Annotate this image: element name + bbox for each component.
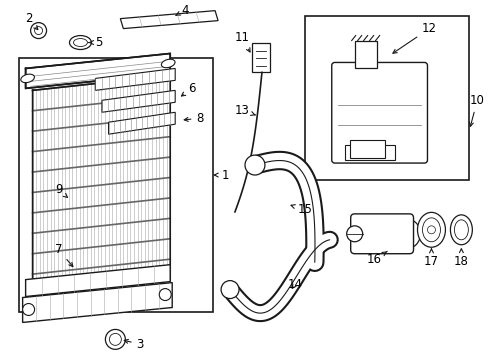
Text: 18: 18 (453, 249, 468, 268)
Ellipse shape (422, 218, 440, 242)
Bar (304, 15, 468, 180)
Text: 13: 13 (234, 104, 255, 117)
Polygon shape (25, 54, 170, 88)
Ellipse shape (21, 74, 34, 83)
Polygon shape (22, 283, 172, 323)
Circle shape (159, 289, 171, 301)
Polygon shape (344, 145, 394, 160)
Circle shape (22, 303, 35, 315)
Circle shape (35, 27, 42, 35)
Ellipse shape (417, 212, 445, 247)
Ellipse shape (73, 39, 87, 46)
Circle shape (31, 23, 46, 39)
Polygon shape (25, 265, 170, 297)
Text: 11: 11 (234, 31, 249, 52)
Bar (19, 58, 213, 312)
Text: 5: 5 (89, 36, 102, 49)
FancyBboxPatch shape (331, 62, 427, 163)
Ellipse shape (69, 36, 91, 50)
Text: 4: 4 (176, 4, 188, 17)
Text: 9: 9 (55, 184, 67, 198)
Circle shape (109, 333, 121, 345)
Bar (349, 140, 384, 158)
Text: 7: 7 (55, 243, 73, 267)
Text: 3: 3 (124, 338, 143, 351)
Circle shape (221, 280, 239, 298)
Text: 2: 2 (25, 12, 38, 30)
FancyBboxPatch shape (350, 214, 413, 254)
Ellipse shape (346, 226, 362, 242)
Text: 17: 17 (423, 249, 438, 268)
Bar (354, 41, 376, 68)
Text: 14: 14 (287, 278, 302, 291)
Text: 6: 6 (181, 82, 196, 96)
Text: 12: 12 (392, 22, 436, 53)
Bar (251, 42, 269, 72)
Circle shape (427, 226, 435, 234)
Text: 10: 10 (468, 94, 484, 126)
Polygon shape (95, 68, 175, 90)
Polygon shape (108, 112, 175, 134)
Polygon shape (120, 11, 218, 28)
Circle shape (105, 329, 125, 349)
Ellipse shape (449, 215, 471, 245)
Ellipse shape (453, 220, 468, 240)
Ellipse shape (392, 219, 420, 249)
Text: 15: 15 (290, 203, 312, 216)
Text: 8: 8 (184, 112, 203, 125)
Text: 1: 1 (214, 168, 228, 181)
Circle shape (244, 155, 264, 175)
Text: 16: 16 (366, 251, 386, 266)
Ellipse shape (161, 59, 175, 68)
Polygon shape (102, 90, 175, 112)
